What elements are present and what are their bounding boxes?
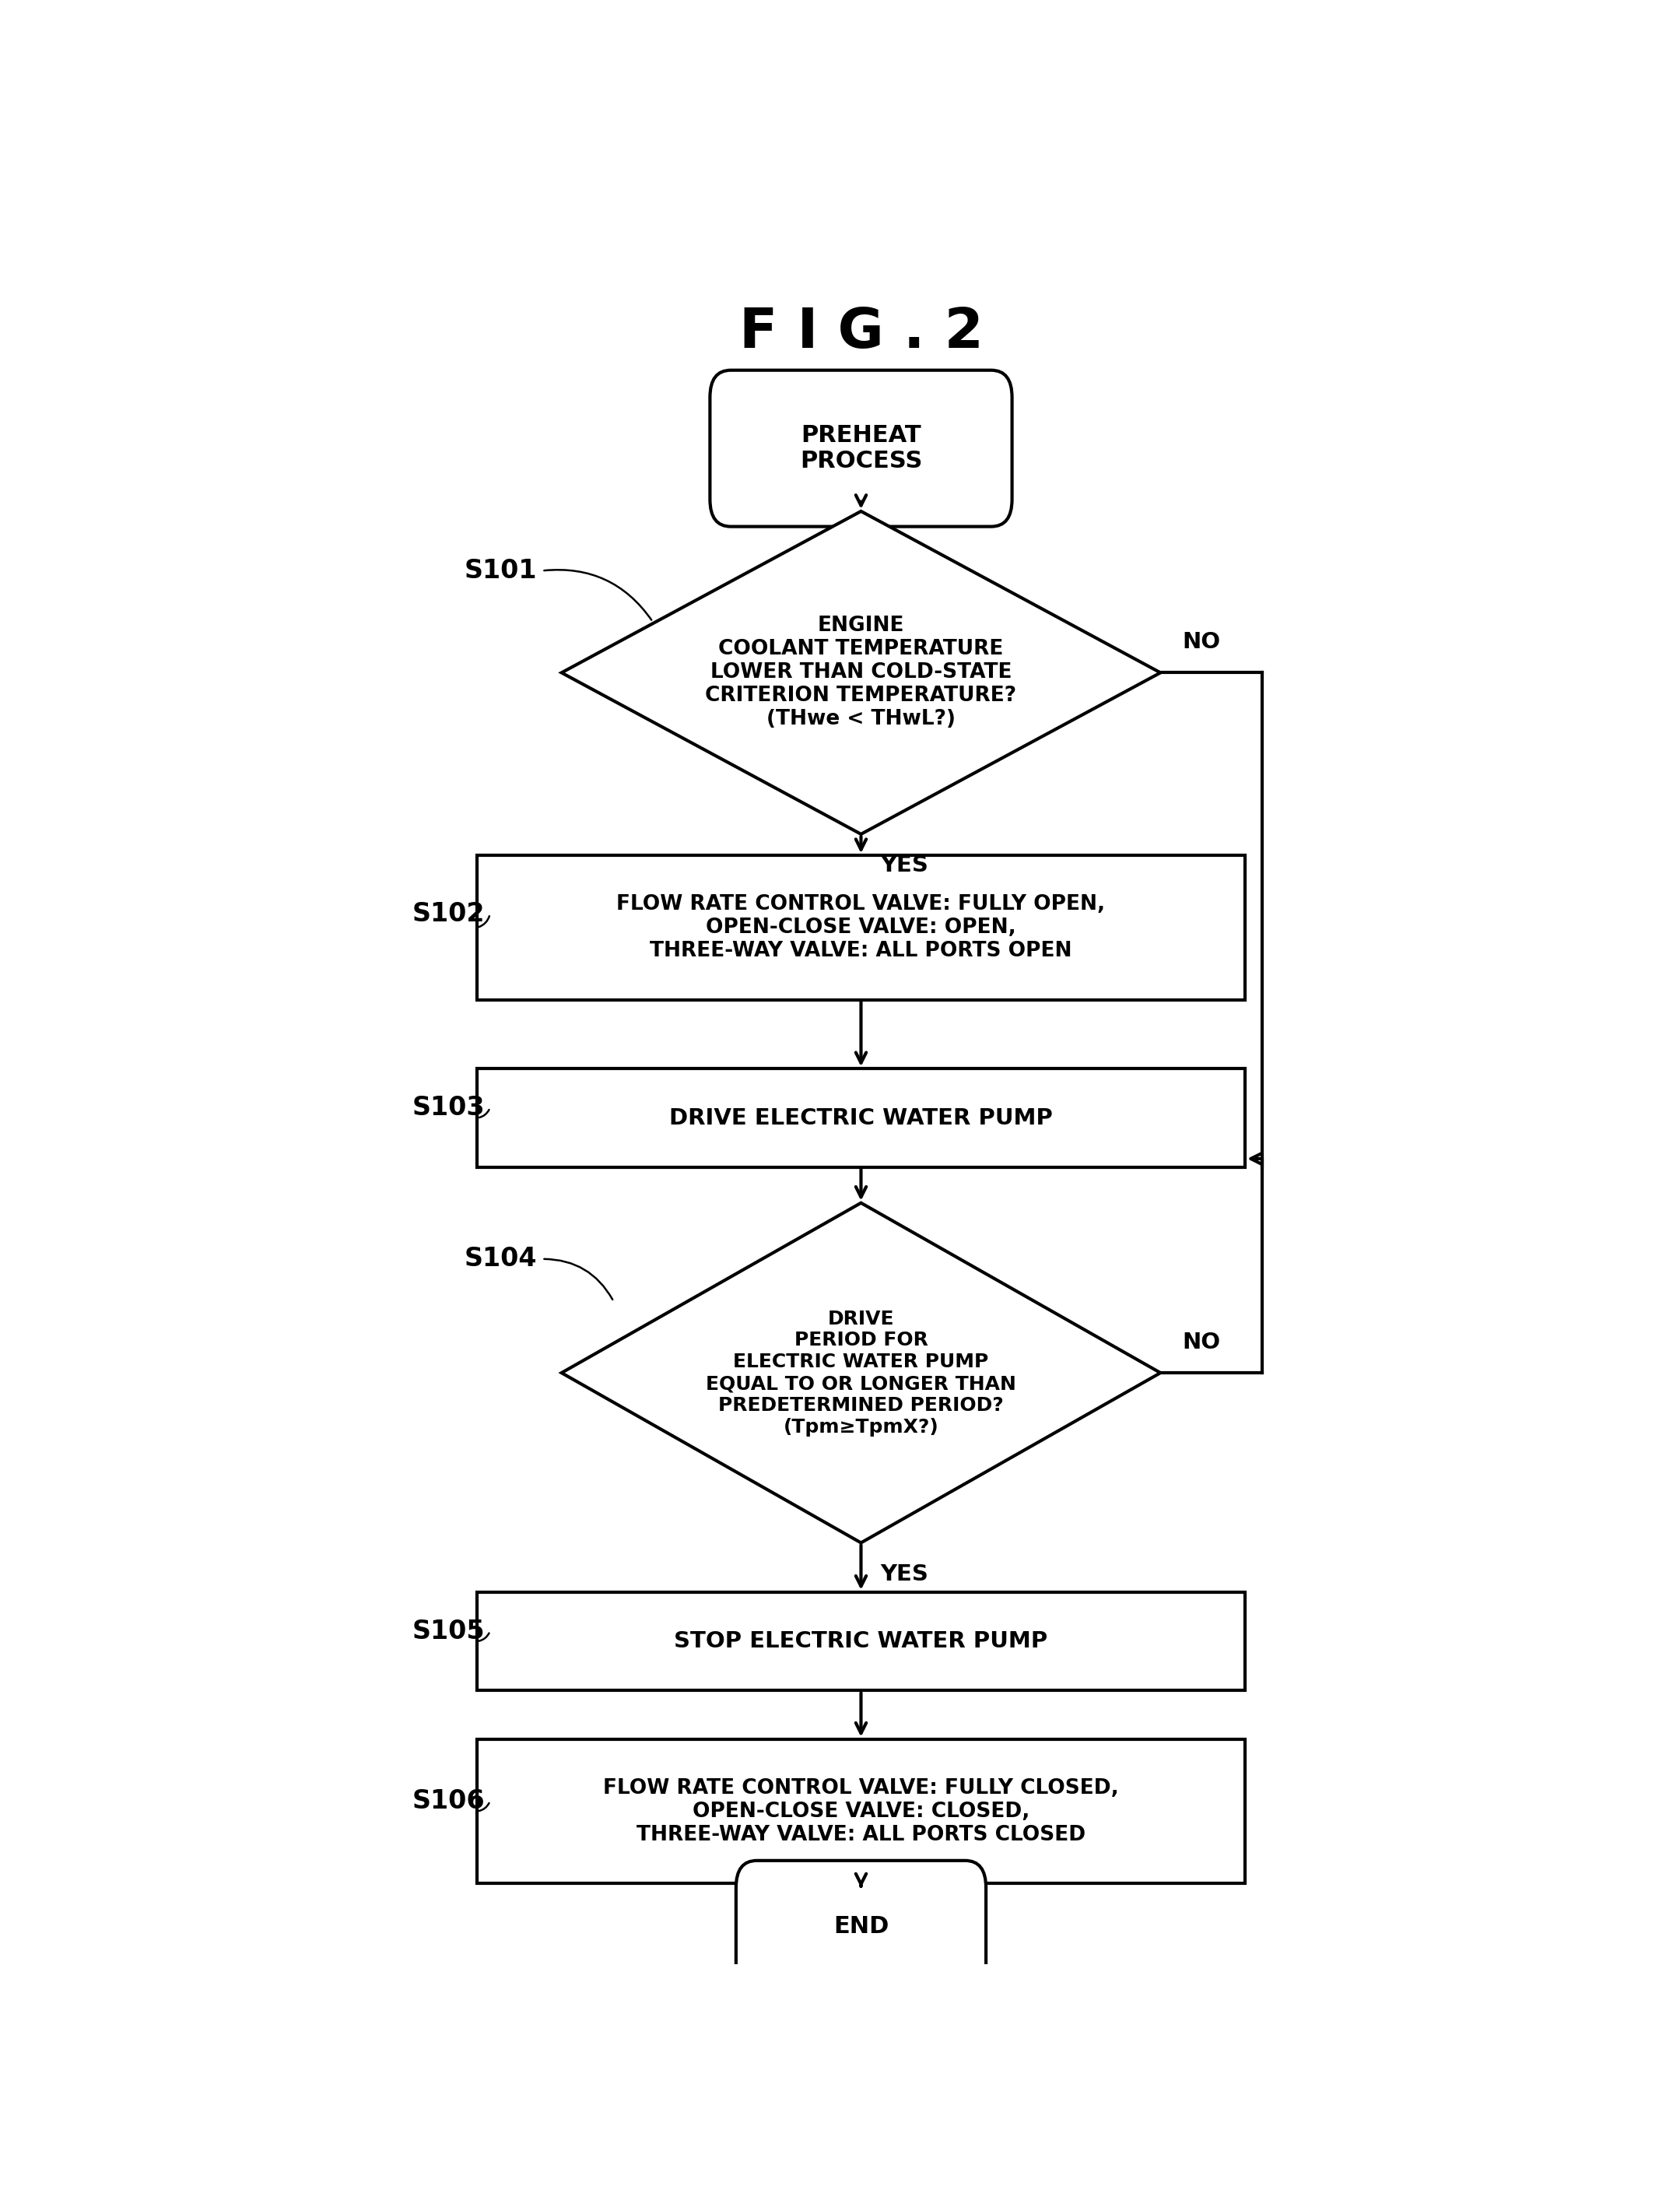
Text: ENGINE
COOLANT TEMPERATURE
LOWER THAN COLD-STATE
CRITERION TEMPERATURE?
(THwe < : ENGINE COOLANT TEMPERATURE LOWER THAN CO… — [706, 616, 1016, 731]
FancyBboxPatch shape — [711, 371, 1011, 527]
Text: F I G . 2: F I G . 2 — [739, 307, 983, 360]
Polygon shape — [561, 1203, 1161, 1543]
Text: DRIVE ELECTRIC WATER PUMP: DRIVE ELECTRIC WATER PUMP — [669, 1108, 1053, 1128]
Bar — [477, 1591, 1245, 1691]
Bar — [477, 1068, 1245, 1168]
Text: S101: S101 — [464, 558, 536, 583]
Text: STOP ELECTRIC WATER PUMP: STOP ELECTRIC WATER PUMP — [674, 1631, 1048, 1653]
Text: FLOW RATE CONTROL VALVE: FULLY OPEN,
OPEN-CLOSE VALVE: OPEN,
THREE-WAY VALVE: AL: FLOW RATE CONTROL VALVE: FULLY OPEN, OPE… — [617, 894, 1105, 960]
Polygon shape — [561, 512, 1161, 834]
Text: DRIVE
PERIOD FOR
ELECTRIC WATER PUMP
EQUAL TO OR LONGER THAN
PREDETERMINED PERIO: DRIVE PERIOD FOR ELECTRIC WATER PUMP EQU… — [706, 1309, 1016, 1437]
Text: NO: NO — [1183, 1331, 1221, 1353]
Text: NO: NO — [1183, 631, 1221, 653]
Bar — [477, 1739, 1245, 1883]
Text: PREHEAT
PROCESS: PREHEAT PROCESS — [800, 424, 922, 472]
Text: END: END — [833, 1916, 889, 1938]
Text: S106: S106 — [412, 1788, 484, 1814]
Text: S104: S104 — [464, 1247, 536, 1271]
Text: YES: YES — [880, 1563, 929, 1585]
Bar — [477, 856, 1245, 1000]
FancyBboxPatch shape — [736, 1861, 986, 1993]
Text: FLOW RATE CONTROL VALVE: FULLY CLOSED,
OPEN-CLOSE VALVE: CLOSED,
THREE-WAY VALVE: FLOW RATE CONTROL VALVE: FULLY CLOSED, O… — [603, 1779, 1119, 1845]
Text: S102: S102 — [412, 900, 484, 927]
Text: S105: S105 — [412, 1618, 484, 1644]
Text: YES: YES — [880, 854, 929, 876]
Text: S103: S103 — [412, 1095, 484, 1121]
